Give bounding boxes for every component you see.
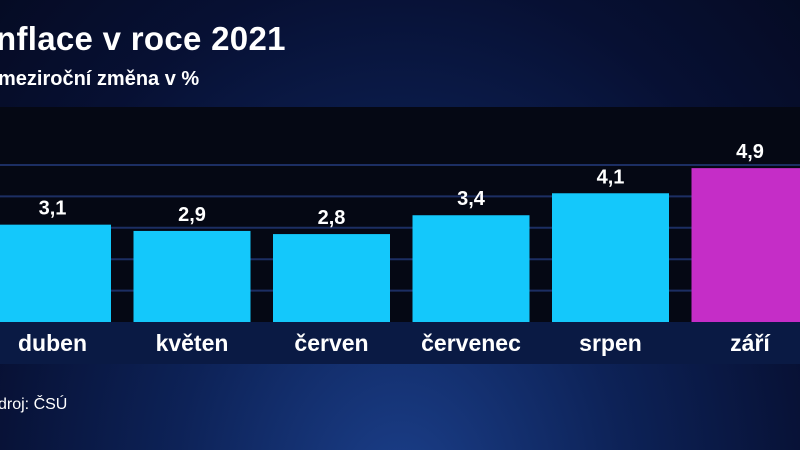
bar-value-label: 4,9 [736,141,764,163]
bar-value-label: 3,1 [39,198,67,220]
bar-červen [273,234,390,322]
category-label: červen [294,330,368,356]
category-label: duben [18,330,87,356]
bar-srpen [552,193,669,322]
bar-září [691,168,800,322]
category-axis-band [0,322,800,364]
category-label: červenec [421,330,521,356]
category-label: květen [156,330,229,356]
gridlines [0,164,800,292]
source-note: droj: ČSÚ [0,396,68,413]
bar-červenec [412,215,530,322]
bar-value-label: 3,4 [457,188,486,210]
category-label: září [730,330,771,356]
chart-title: nflace v roce 2021 [0,20,286,57]
bar-duben [0,224,111,322]
chart-subtitle: meziroční změna v % [0,68,200,90]
category-label: srpen [579,330,642,356]
bar-květen [133,230,251,322]
bar-value-label: 2,8 [318,207,346,229]
bar-value-label: 4,1 [597,166,625,188]
bar-value-label: 2,9 [178,204,206,226]
